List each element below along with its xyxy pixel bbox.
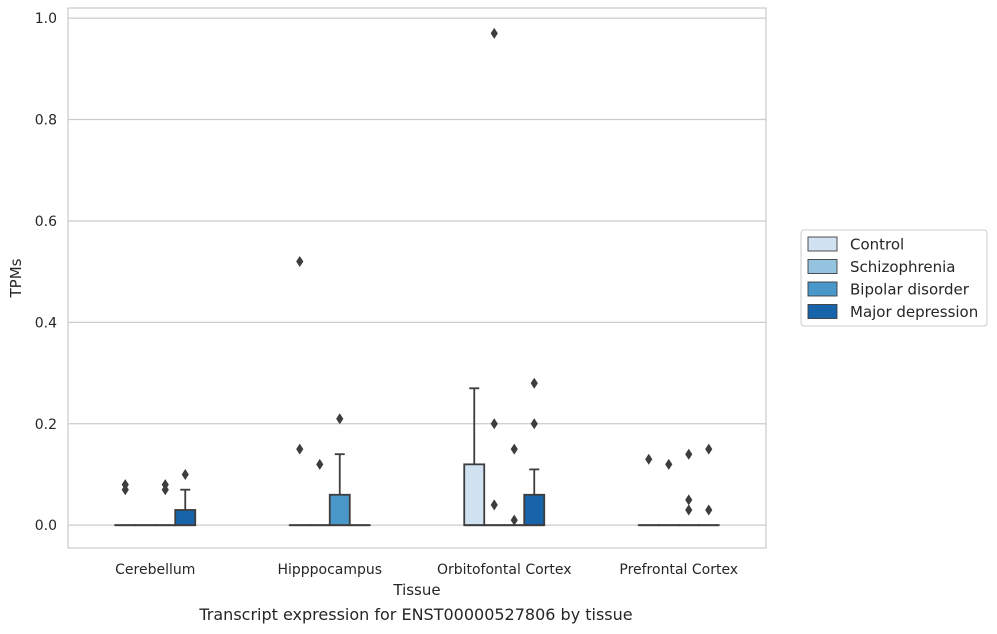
- legend-items: Control Schizophrenia Bipolar disorder Majo…: [807, 236, 978, 321]
- box-bipolar-disorder: [328, 413, 351, 527]
- x-tick-labels: Cerebellum Hipppocampus Orbitofontal Corte…: [115, 562, 738, 578]
- outlier-point: [530, 418, 538, 430]
- legend-label: Control: [850, 236, 904, 254]
- outlier-point: [181, 468, 189, 480]
- outlier-point: [645, 453, 653, 465]
- box-body: [463, 463, 486, 527]
- x-tick-label: Cerebellum: [115, 562, 195, 578]
- outlier-point: [121, 479, 129, 491]
- legend-label: Bipolar disorder: [850, 281, 970, 299]
- outlier-point: [685, 504, 693, 516]
- grid-lines: [68, 17, 766, 526]
- outlier-point: [665, 458, 673, 470]
- box-plots: [114, 27, 720, 527]
- box-body: [523, 493, 546, 527]
- box-major-depression: [523, 377, 546, 527]
- box-control: [463, 387, 486, 527]
- y-tick-label: 0.2: [35, 417, 57, 433]
- box-control: [637, 453, 660, 527]
- legend-swatch: [807, 236, 838, 252]
- chart-caption: Transcript expression for ENST0000052780…: [199, 605, 633, 624]
- y-tick-label: 0.0: [35, 518, 57, 534]
- legend-swatch: [807, 304, 838, 319]
- outlier-point: [705, 443, 713, 455]
- y-tick-label: 1.0: [35, 11, 57, 27]
- box-control: [114, 479, 137, 527]
- legend-label: Schizophrenia: [850, 258, 955, 276]
- box-body: [328, 493, 351, 527]
- legend-frame: [800, 229, 988, 327]
- legend-swatch: [807, 259, 838, 274]
- outlier-point: [161, 479, 169, 491]
- outlier-point: [296, 443, 304, 455]
- y-tick-label: 0.4: [35, 315, 57, 331]
- outlier-point: [316, 458, 324, 470]
- y-tick-labels: 0.0 0.2 0.4 0.6 0.8 1.0: [35, 11, 57, 534]
- box-bipolar-disorder: [677, 448, 700, 527]
- box-schizophrenia: [483, 27, 506, 527]
- outlier-point: [510, 514, 518, 526]
- legend: Control Schizophrenia Bipolar disorder Majo…: [800, 229, 988, 327]
- x-tick-label: Prefrontal Cortex: [619, 562, 738, 578]
- box-major-depression: [174, 468, 197, 527]
- outlier-point: [705, 504, 713, 516]
- box-bipolar-disorder: [154, 479, 177, 527]
- outlier-point: [530, 377, 538, 389]
- box-body: [174, 509, 197, 527]
- box-schizophrenia: [308, 458, 331, 527]
- box-bipolar-disorder: [503, 443, 526, 527]
- y-axis-label: TPMs: [7, 258, 25, 298]
- box-control: [288, 256, 311, 527]
- outlier-point: [336, 413, 344, 425]
- box-plot-chart: 0.0 0.2 0.4 0.6 0.8 1.0 Cerebellum Hipppocampu…: [7, 7, 988, 599]
- x-axis-label: Tissue: [392, 581, 440, 599]
- box-major-depression: [697, 443, 720, 527]
- outlier-point: [490, 27, 498, 39]
- y-tick-label: 0.6: [35, 214, 57, 230]
- plot-frame: [67, 7, 767, 549]
- legend-label: Major depression: [850, 303, 978, 321]
- outlier-point: [685, 448, 693, 460]
- outlier-point: [296, 256, 304, 268]
- outlier-point: [685, 494, 693, 506]
- y-tick-label: 0.8: [35, 113, 57, 129]
- outlier-point: [490, 499, 498, 511]
- x-tick-label: Orbitofontal Cortex: [437, 562, 572, 578]
- box-schizophrenia: [657, 458, 680, 527]
- outlier-point: [510, 443, 518, 455]
- x-tick-label: Hipppocampus: [277, 562, 382, 578]
- outlier-point: [490, 418, 498, 430]
- legend-swatch: [807, 281, 838, 297]
